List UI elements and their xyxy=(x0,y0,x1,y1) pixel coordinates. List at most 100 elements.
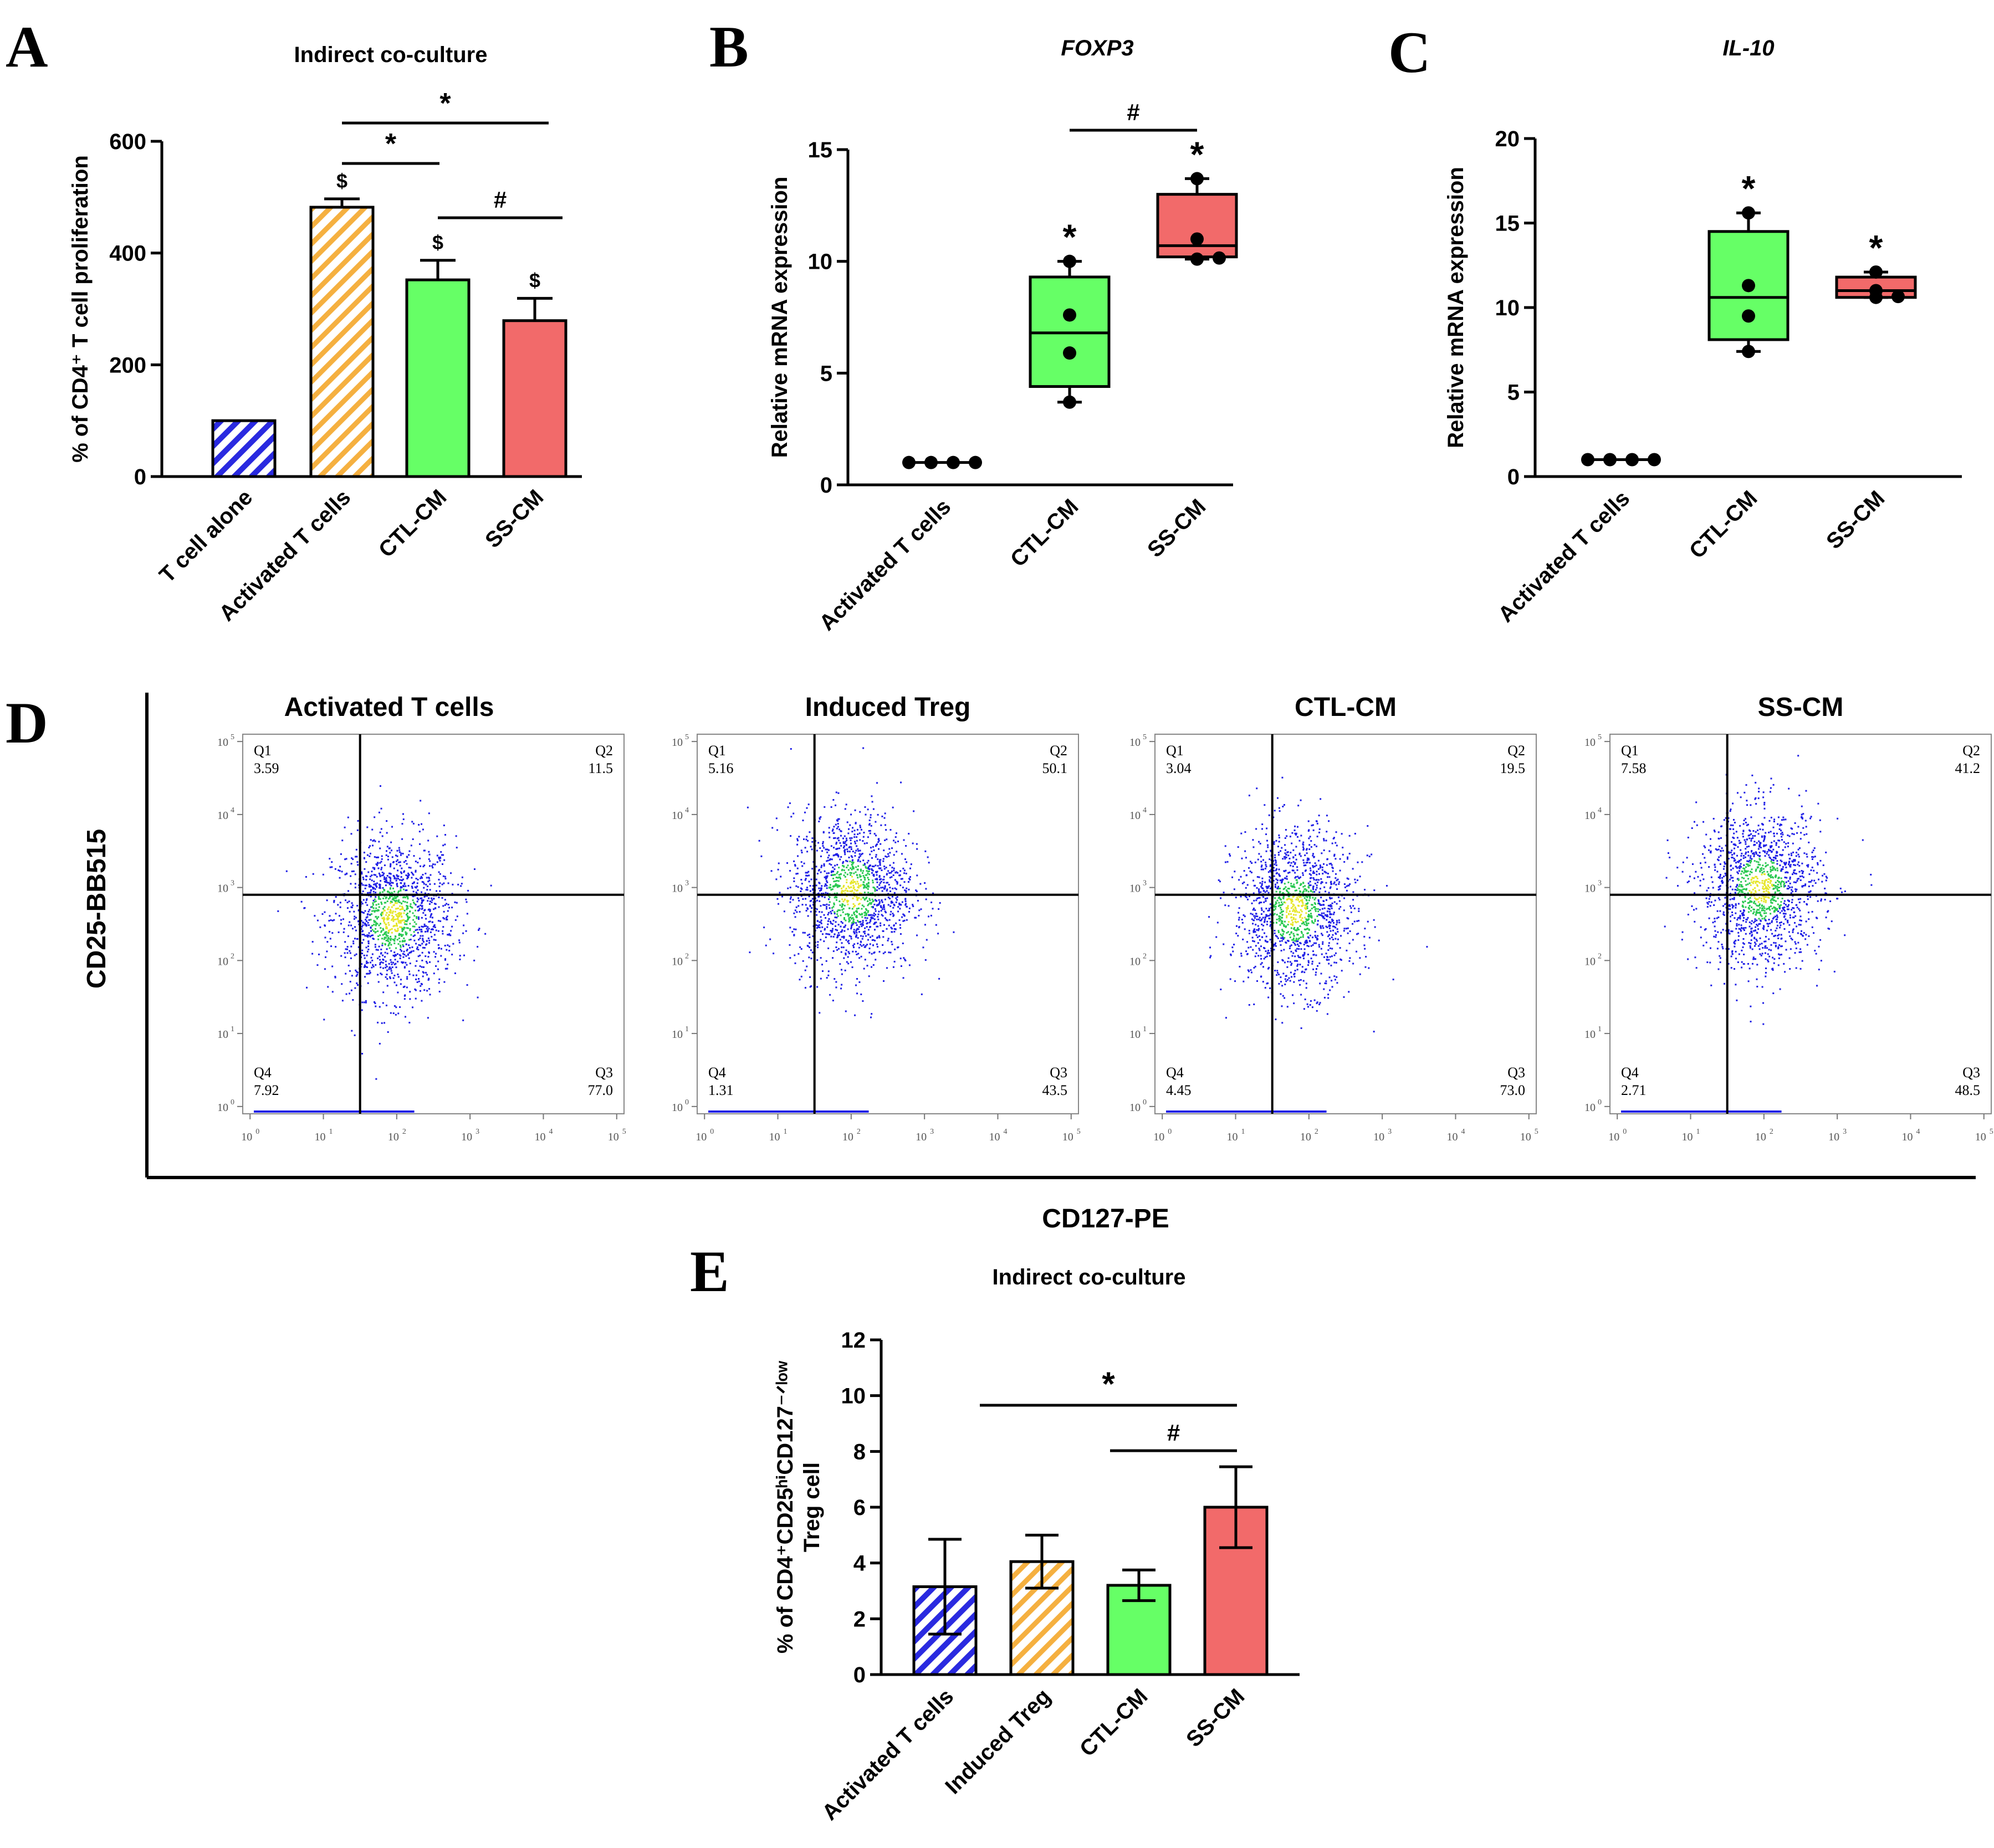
event-dot xyxy=(1301,917,1303,919)
event-dot xyxy=(1293,829,1296,831)
event-dot xyxy=(1291,976,1293,978)
event-dot xyxy=(1348,852,1351,854)
event-dot xyxy=(1308,915,1311,917)
event-dot xyxy=(1337,930,1339,933)
event-dot xyxy=(425,914,427,917)
quadrant-name: Q1 xyxy=(254,743,272,759)
event-dot xyxy=(373,874,375,876)
event-dot xyxy=(1289,934,1291,936)
event-dot xyxy=(1296,836,1298,838)
event-dot xyxy=(1742,912,1745,914)
event-dot xyxy=(1313,999,1316,1001)
event-dot xyxy=(421,908,423,910)
event-dot xyxy=(364,910,366,912)
event-dot xyxy=(898,902,901,904)
event-dot xyxy=(374,816,376,818)
event-dot xyxy=(889,905,892,907)
event-dot xyxy=(404,1016,406,1018)
event-dot xyxy=(1323,871,1326,873)
event-dot xyxy=(883,868,886,870)
event-dot xyxy=(1332,934,1334,936)
event-dot xyxy=(836,910,838,913)
event-dot xyxy=(852,863,854,865)
event-dot xyxy=(1358,910,1360,912)
event-dot xyxy=(848,851,851,853)
event-dot xyxy=(446,915,448,918)
event-dot xyxy=(397,869,399,872)
event-dot xyxy=(427,956,430,958)
event-dot xyxy=(421,1000,423,1002)
event-dot xyxy=(830,864,832,866)
event-dot xyxy=(847,832,850,835)
event-dot xyxy=(1740,891,1742,893)
event-dot xyxy=(1292,861,1295,863)
event-dot xyxy=(878,899,880,901)
event-dot xyxy=(378,945,380,948)
event-dot xyxy=(853,922,855,924)
event-dot xyxy=(798,836,800,838)
event-dot xyxy=(382,887,384,889)
event-dot xyxy=(840,873,842,876)
event-dot xyxy=(1737,903,1740,905)
event-dot xyxy=(1259,917,1261,919)
event-dot xyxy=(401,879,403,882)
event-dot xyxy=(858,957,861,959)
event-dot xyxy=(1286,909,1288,911)
event-dot xyxy=(1800,951,1802,953)
event-dot xyxy=(888,919,891,921)
event-dot xyxy=(1342,853,1344,856)
quadrant-name: Q3 xyxy=(595,1064,613,1081)
event-dot xyxy=(1270,850,1272,852)
event-dot xyxy=(1290,931,1292,934)
event-dot xyxy=(1270,921,1272,923)
event-dot xyxy=(1293,883,1295,885)
event-dot xyxy=(807,871,810,873)
event-dot xyxy=(1265,940,1267,943)
event-dot xyxy=(444,876,446,878)
event-dot xyxy=(840,951,842,953)
event-dot xyxy=(1320,926,1322,928)
event-dot xyxy=(1253,940,1255,943)
event-dot xyxy=(1738,953,1740,955)
event-dot xyxy=(1777,910,1779,913)
event-dot xyxy=(843,936,845,938)
y-axis-label: Relative mRNA expression xyxy=(768,177,792,458)
event-dot xyxy=(381,903,383,905)
event-dot xyxy=(812,935,814,938)
event-dot xyxy=(422,899,425,901)
event-dot xyxy=(400,876,402,878)
event-dot xyxy=(848,919,850,921)
event-dot xyxy=(852,884,855,887)
event-dot xyxy=(870,903,872,905)
event-dot xyxy=(444,959,446,961)
event-dot xyxy=(794,916,796,918)
event-dot xyxy=(1296,911,1298,913)
event-dot xyxy=(1260,868,1262,871)
event-dot xyxy=(1338,900,1341,902)
event-dot xyxy=(1772,992,1775,995)
event-dot xyxy=(412,935,415,937)
event-dot xyxy=(810,958,812,960)
event-dot xyxy=(899,958,902,960)
event-dot xyxy=(400,882,402,884)
event-dot xyxy=(853,833,856,836)
event-dot xyxy=(786,862,789,864)
event-dot xyxy=(406,908,408,910)
event-dot xyxy=(1284,858,1286,860)
event-dot xyxy=(427,885,429,888)
event-dot xyxy=(1722,905,1725,907)
event-dot xyxy=(1260,919,1262,922)
event-dot xyxy=(1281,776,1284,779)
event-dot xyxy=(343,928,345,930)
event-dot xyxy=(335,896,337,898)
event-dot xyxy=(339,902,341,904)
event-dot xyxy=(350,989,352,991)
event-dot xyxy=(1354,832,1356,835)
event-dot xyxy=(874,939,876,941)
event-dot xyxy=(1275,1018,1277,1021)
event-dot xyxy=(436,861,438,863)
event-dot xyxy=(1255,915,1257,917)
event-dot xyxy=(412,912,414,914)
event-dot xyxy=(892,913,894,915)
event-dot xyxy=(1308,899,1310,902)
